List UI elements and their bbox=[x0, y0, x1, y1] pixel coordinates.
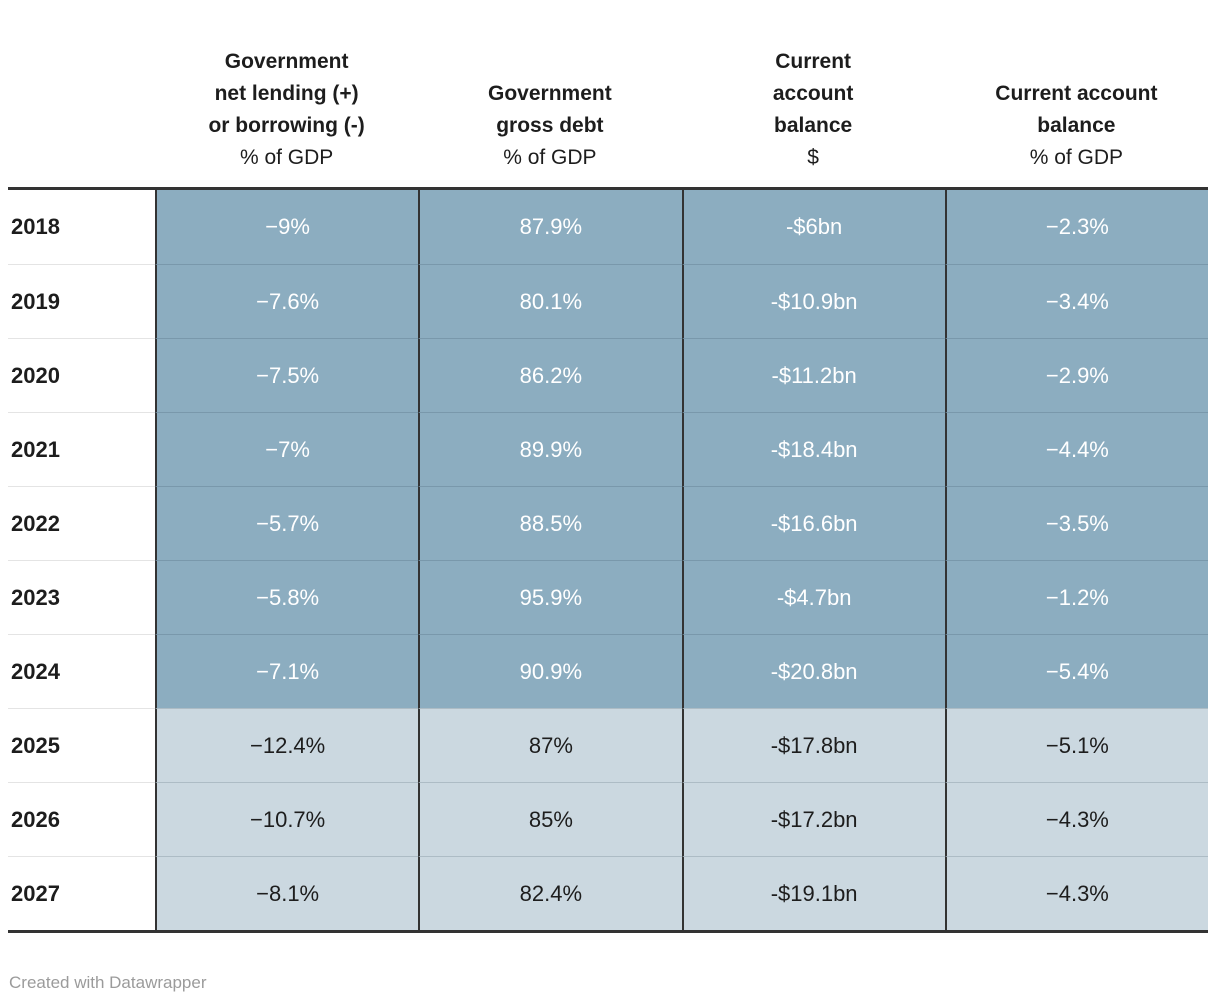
table-row: 2020 −7.5% 86.2% -$11.2bn −2.9% bbox=[8, 338, 1208, 412]
column-header-line: net lending (+) bbox=[214, 82, 359, 105]
table-row: 2025 −12.4% 87% -$17.8bn −5.1% bbox=[8, 708, 1208, 782]
table-cell: 86.2% bbox=[418, 338, 682, 412]
table-cell: 85% bbox=[418, 782, 682, 856]
table-cell: -$20.8bn bbox=[681, 634, 945, 708]
table-cell: -$18.4bn bbox=[681, 412, 945, 486]
column-header-line: account bbox=[772, 82, 854, 105]
table-cell: −5.4% bbox=[944, 634, 1208, 708]
table-cell: −2.3% bbox=[944, 190, 1208, 264]
table-row: 2021 −7% 89.9% -$18.4bn −4.4% bbox=[8, 412, 1208, 486]
column-header-line: balance bbox=[774, 114, 853, 137]
table-cell: 95.9% bbox=[418, 560, 682, 634]
table-cell: −5.7% bbox=[155, 486, 419, 560]
table-cell: -$16.6bn bbox=[681, 486, 945, 560]
table-cell: 87.9% bbox=[418, 190, 682, 264]
column-header-line: gross debt bbox=[496, 114, 604, 137]
table-cell: −9% bbox=[155, 190, 419, 264]
table-cell: −5.8% bbox=[155, 560, 419, 634]
table-cell: −3.5% bbox=[944, 486, 1208, 560]
row-year-label: 2018 bbox=[8, 190, 155, 264]
table-cell: −12.4% bbox=[155, 708, 419, 782]
table-row: 2018 −9% 87.9% -$6bn −2.3% bbox=[8, 190, 1208, 264]
table-cell: -$17.8bn bbox=[681, 708, 945, 782]
column-header-unit: $ bbox=[807, 146, 819, 169]
table-cell: 80.1% bbox=[418, 264, 682, 338]
row-year-label: 2021 bbox=[8, 412, 155, 486]
table-cell: −10.7% bbox=[155, 782, 419, 856]
row-year-label: 2025 bbox=[8, 708, 155, 782]
table-cell: 89.9% bbox=[418, 412, 682, 486]
column-header-title: Government net lending (+) or borrowing (-… bbox=[155, 46, 418, 142]
table-cell: 87% bbox=[418, 708, 682, 782]
row-year-label: 2026 bbox=[8, 782, 155, 856]
column-header-line: or borrowing (-) bbox=[208, 114, 365, 137]
table-cell: −8.1% bbox=[155, 856, 419, 930]
column-header-line: Current account bbox=[995, 82, 1158, 105]
table-cell: −7.6% bbox=[155, 264, 419, 338]
table-cell: -$10.9bn bbox=[681, 264, 945, 338]
credit-line: Created with Datawrapper bbox=[9, 973, 207, 992]
table-row: 2027 −8.1% 82.4% -$19.1bn −4.3% bbox=[8, 856, 1208, 930]
column-header-title: Current account balance bbox=[682, 46, 945, 142]
table-cell: 82.4% bbox=[418, 856, 682, 930]
column-header-line: Government bbox=[224, 50, 349, 73]
column-header: Government net lending (+) or borrowing (-… bbox=[155, 46, 418, 174]
table-row: 2022 −5.7% 88.5% -$16.6bn −3.5% bbox=[8, 486, 1208, 560]
table-header-row: Government net lending (+) or borrowing (-… bbox=[8, 30, 1208, 187]
column-header: Current account balance $ bbox=[682, 46, 945, 174]
row-year-label: 2022 bbox=[8, 486, 155, 560]
table-row: 2019 −7.6% 80.1% -$10.9bn −3.4% bbox=[8, 264, 1208, 338]
table-cell: −4.3% bbox=[944, 782, 1208, 856]
column-header-line: Government bbox=[488, 82, 612, 105]
column-header: Government gross debt % of GDP bbox=[418, 78, 681, 174]
column-header-title: Government gross debt bbox=[418, 78, 681, 142]
column-header-unit: % of GDP bbox=[1029, 146, 1124, 169]
table-cell: −4.4% bbox=[944, 412, 1208, 486]
column-header-unit: % of GDP bbox=[239, 146, 334, 169]
row-year-label: 2019 bbox=[8, 264, 155, 338]
table-cell: −5.1% bbox=[944, 708, 1208, 782]
row-year-label: 2023 bbox=[8, 560, 155, 634]
table-cell: −7% bbox=[155, 412, 419, 486]
column-header: Current account balance % of GDP bbox=[945, 78, 1208, 174]
table-row: 2026 −10.7% 85% -$17.2bn −4.3% bbox=[8, 782, 1208, 856]
table-cell: −7.5% bbox=[155, 338, 419, 412]
table-cell: 90.9% bbox=[418, 634, 682, 708]
row-year-label: 2027 bbox=[8, 856, 155, 930]
column-header-line: Current bbox=[775, 50, 852, 73]
table-cell: -$19.1bn bbox=[681, 856, 945, 930]
column-header-title: Current account balance bbox=[945, 78, 1208, 142]
table-body: 2018 −9% 87.9% -$6bn −2.3% 2019 −7.6% 80.1% -… bbox=[8, 187, 1208, 933]
table-cell: −4.3% bbox=[944, 856, 1208, 930]
table-cell: -$17.2bn bbox=[681, 782, 945, 856]
table-cell: -$4.7bn bbox=[681, 560, 945, 634]
table-cell: -$11.2bn bbox=[681, 338, 945, 412]
table-cell: −3.4% bbox=[944, 264, 1208, 338]
table-cell: 88.5% bbox=[418, 486, 682, 560]
row-year-label: 2020 bbox=[8, 338, 155, 412]
table-cell: −2.9% bbox=[944, 338, 1208, 412]
table-cell: −7.1% bbox=[155, 634, 419, 708]
row-year-label: 2024 bbox=[8, 634, 155, 708]
table-cell: −1.2% bbox=[944, 560, 1208, 634]
column-header-line: balance bbox=[1037, 114, 1116, 137]
table-row: 2023 −5.8% 95.9% -$4.7bn −1.2% bbox=[8, 560, 1208, 634]
column-header-unit: % of GDP bbox=[503, 146, 597, 169]
table-row: 2024 −7.1% 90.9% -$20.8bn −5.4% bbox=[8, 634, 1208, 708]
table-cell: -$6bn bbox=[681, 190, 945, 264]
